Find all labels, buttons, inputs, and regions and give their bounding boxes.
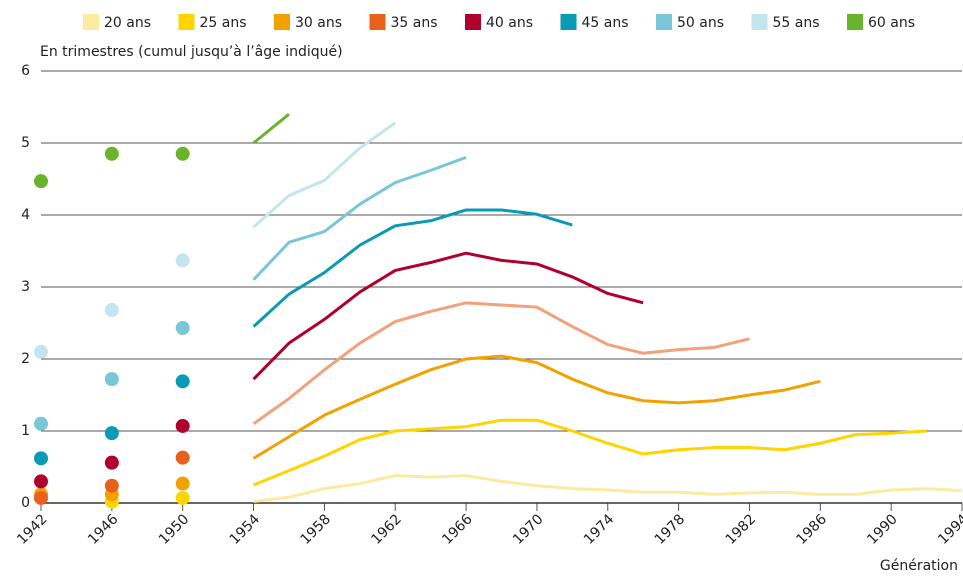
series-point bbox=[104, 372, 119, 387]
legend-swatch bbox=[178, 14, 195, 30]
legend-swatch bbox=[83, 14, 99, 30]
series-point bbox=[175, 146, 190, 161]
series-line bbox=[252, 113, 290, 145]
x-tick-label: 1990 bbox=[864, 511, 901, 548]
x-tick-label: 1978 bbox=[652, 511, 689, 548]
x-axis-label: Génération bbox=[880, 558, 958, 574]
x-tick-label: 1942 bbox=[14, 511, 51, 548]
x-tick-label: 1970 bbox=[510, 511, 547, 548]
legend-label: 30 ans bbox=[295, 15, 342, 31]
legend-swatch bbox=[847, 14, 863, 30]
series-line bbox=[252, 155, 467, 281]
x-tick-label: 1974 bbox=[581, 511, 618, 548]
series-point bbox=[34, 451, 48, 466]
y-tick-label: 3 bbox=[21, 279, 30, 295]
legend-swatch bbox=[369, 14, 386, 30]
x-tick-label: 1958 bbox=[298, 511, 335, 548]
series-point bbox=[175, 476, 190, 491]
series-point bbox=[175, 490, 190, 505]
series-point bbox=[34, 490, 48, 505]
series-point bbox=[34, 416, 48, 431]
series-point bbox=[104, 478, 119, 493]
series-point bbox=[34, 174, 48, 189]
x-tick-label: 1962 bbox=[368, 511, 405, 548]
series-point bbox=[175, 253, 190, 268]
legend-swatch bbox=[560, 14, 577, 30]
legend-swatch bbox=[274, 14, 290, 30]
x-tick-label: 1982 bbox=[723, 511, 760, 548]
series-line bbox=[252, 251, 644, 381]
series-line bbox=[252, 208, 573, 328]
x-tick-label: 1966 bbox=[439, 511, 476, 548]
series-point bbox=[104, 303, 119, 318]
series-line bbox=[252, 121, 397, 229]
legend-swatch bbox=[465, 14, 481, 30]
legend-label: 25 ans bbox=[200, 15, 247, 31]
series-line bbox=[252, 418, 927, 487]
series-point bbox=[34, 344, 48, 359]
series-point bbox=[175, 418, 190, 433]
legend-label: 55 ans bbox=[773, 15, 820, 31]
legend-label: 50 ans bbox=[677, 15, 724, 31]
y-tick-label: 5 bbox=[21, 135, 30, 151]
series-point bbox=[175, 450, 190, 465]
series-line bbox=[253, 474, 963, 504]
series-point bbox=[104, 426, 119, 441]
series-line bbox=[252, 354, 821, 460]
legend-label: 40 ans bbox=[486, 15, 533, 31]
x-tick-label: 1954 bbox=[227, 511, 264, 548]
y-tick-label: 2 bbox=[21, 351, 30, 367]
series-point bbox=[104, 455, 119, 470]
series-line bbox=[252, 301, 750, 426]
x-tick-label: 1986 bbox=[793, 511, 830, 548]
legend-label: 20 ans bbox=[104, 15, 151, 31]
x-tick-label: 1950 bbox=[156, 511, 193, 548]
legend-swatch bbox=[751, 14, 768, 30]
series-point bbox=[34, 474, 48, 489]
y-tick-label: 4 bbox=[21, 207, 30, 223]
x-tick-label: 1946 bbox=[85, 511, 122, 548]
y-tick-label: 1 bbox=[21, 423, 30, 439]
series-point bbox=[175, 374, 190, 389]
x-tick-label: 1994 bbox=[935, 511, 963, 548]
series-point bbox=[104, 146, 119, 161]
legend-label: 60 ans bbox=[868, 15, 915, 31]
y-tick-label: 6 bbox=[21, 63, 30, 79]
y-tick-label: 0 bbox=[21, 495, 30, 511]
series-point bbox=[175, 321, 190, 336]
legend-swatch bbox=[656, 14, 672, 30]
y-axis-label: En trimestres (cumul jusqu’à l’âge indiq… bbox=[40, 44, 343, 60]
legend-label: 45 ans bbox=[582, 15, 629, 31]
legend-label: 35 ans bbox=[391, 15, 438, 31]
